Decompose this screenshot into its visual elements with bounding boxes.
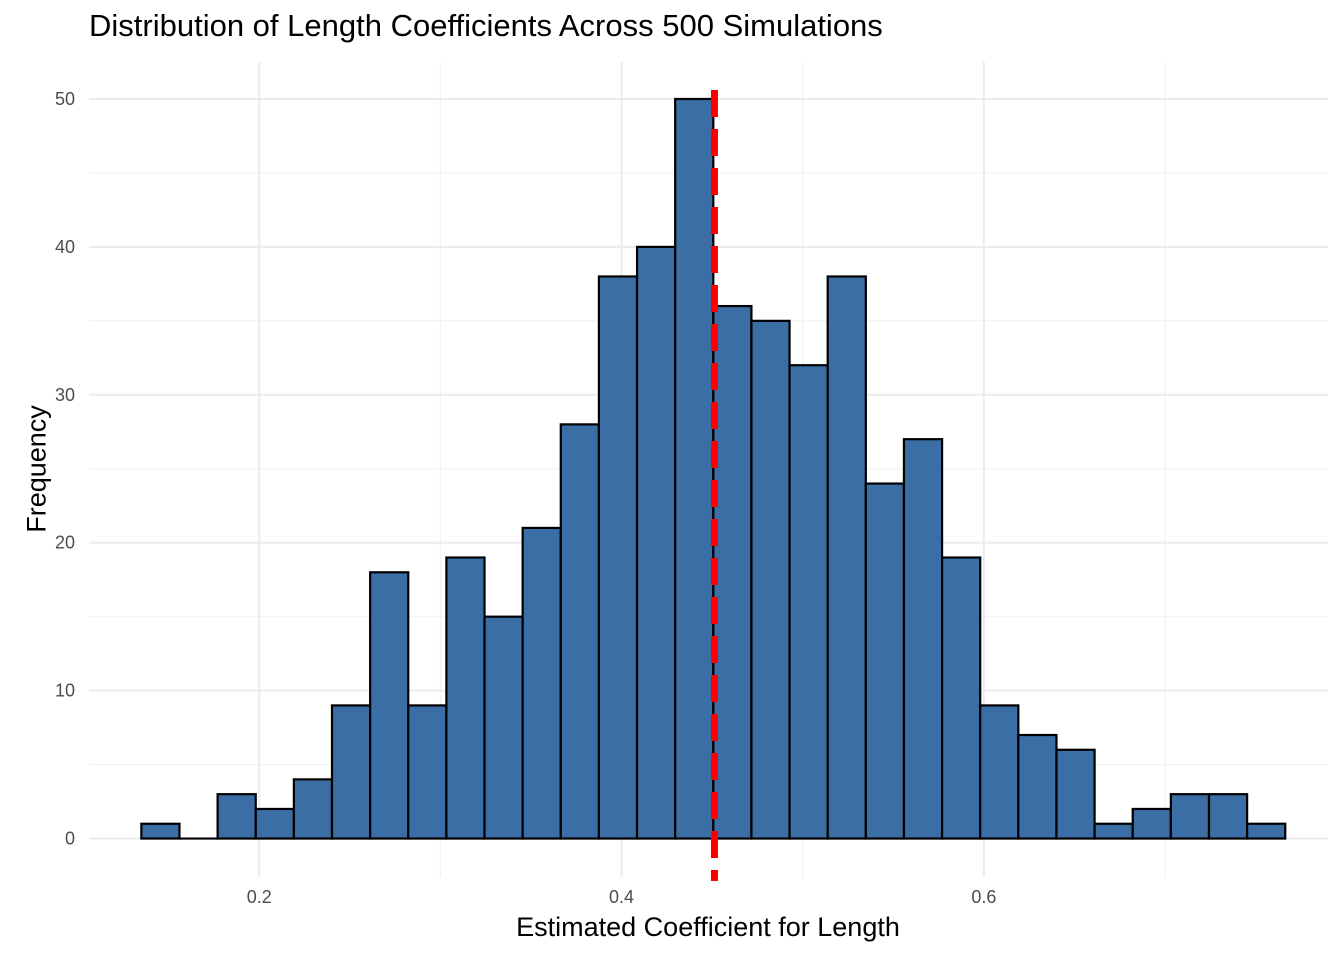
histogram-bar bbox=[597, 275, 639, 840]
histogram-bar bbox=[369, 571, 410, 840]
histogram-bar bbox=[940, 556, 982, 840]
histogram-bar bbox=[826, 275, 867, 840]
histogram-bar bbox=[1093, 822, 1134, 840]
histogram-bar bbox=[1169, 793, 1211, 840]
histogram-bar bbox=[483, 615, 524, 840]
y-tick-label: 30 bbox=[55, 385, 75, 405]
x-tick-label: 0.2 bbox=[247, 887, 272, 907]
histogram-bar bbox=[979, 704, 1020, 840]
y-tick-label: 20 bbox=[55, 533, 75, 553]
histogram-bar bbox=[330, 704, 372, 840]
histogram-bar bbox=[1131, 807, 1172, 840]
histogram-bar bbox=[559, 423, 601, 840]
x-axis-tick-labels: 0.2 0.4 0.6 bbox=[247, 887, 997, 907]
histogram-bar bbox=[1017, 733, 1058, 840]
x-axis-label: Estimated Coefficient for Length bbox=[516, 912, 900, 942]
histogram-bar bbox=[445, 556, 486, 840]
y-tick-label: 0 bbox=[65, 829, 75, 849]
histogram-bar bbox=[292, 778, 334, 840]
histogram-bar bbox=[788, 364, 829, 840]
histogram-bar bbox=[674, 97, 715, 840]
histogram-bar bbox=[254, 807, 295, 840]
histogram-bar bbox=[1055, 748, 1096, 840]
histogram-bar bbox=[1207, 793, 1249, 840]
histogram-bar bbox=[864, 482, 906, 840]
histogram-bar bbox=[712, 304, 753, 840]
x-tick-label: 0.6 bbox=[971, 887, 996, 907]
histogram-bar bbox=[140, 822, 181, 840]
y-axis-tick-labels: 0 10 20 30 40 50 bbox=[55, 89, 75, 849]
histogram-bar bbox=[1246, 822, 1287, 840]
histogram-bar bbox=[216, 793, 257, 840]
y-tick-label: 10 bbox=[55, 681, 75, 701]
y-tick-label: 40 bbox=[55, 237, 75, 257]
histogram-bar bbox=[407, 704, 448, 840]
histogram-bars bbox=[140, 97, 1287, 840]
x-tick-label: 0.4 bbox=[609, 887, 634, 907]
histogram-bar bbox=[902, 438, 944, 840]
y-axis-label: Frequency bbox=[21, 405, 52, 533]
histogram-bar bbox=[635, 245, 677, 840]
histogram-bar bbox=[521, 526, 562, 840]
chart-title: Distribution of Length Coefficients Acro… bbox=[89, 8, 883, 43]
histogram-bar bbox=[750, 319, 791, 840]
y-tick-label: 50 bbox=[55, 89, 75, 109]
